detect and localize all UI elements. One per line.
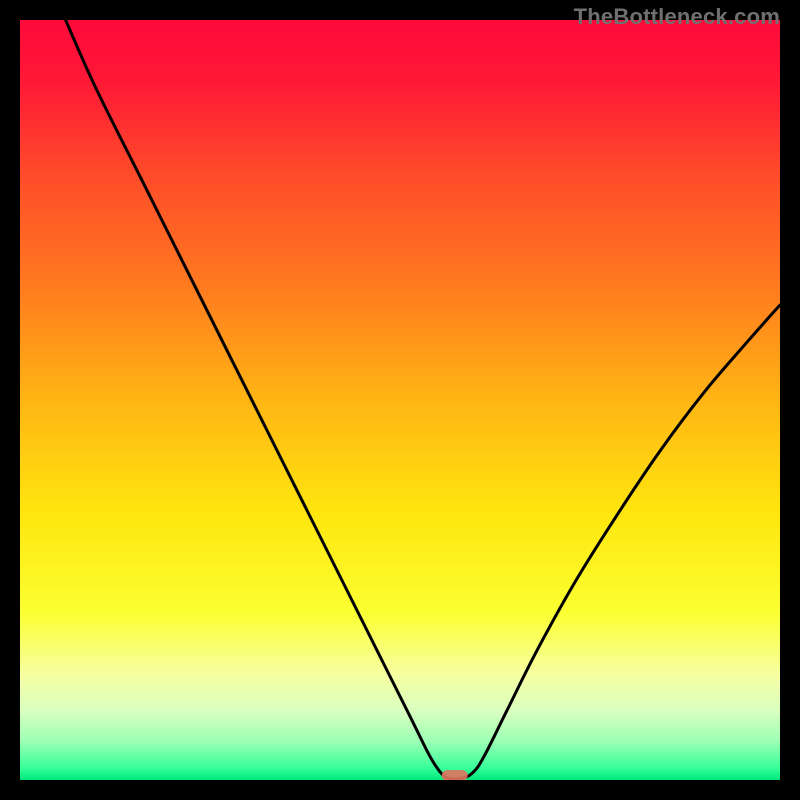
minimum-marker bbox=[442, 770, 468, 780]
gradient-background bbox=[20, 20, 780, 780]
bottleneck-figure: TheBottleneck.com bbox=[0, 0, 800, 800]
plot-area bbox=[20, 20, 780, 780]
watermark-label: TheBottleneck.com bbox=[574, 4, 780, 30]
chart-svg bbox=[20, 20, 780, 780]
